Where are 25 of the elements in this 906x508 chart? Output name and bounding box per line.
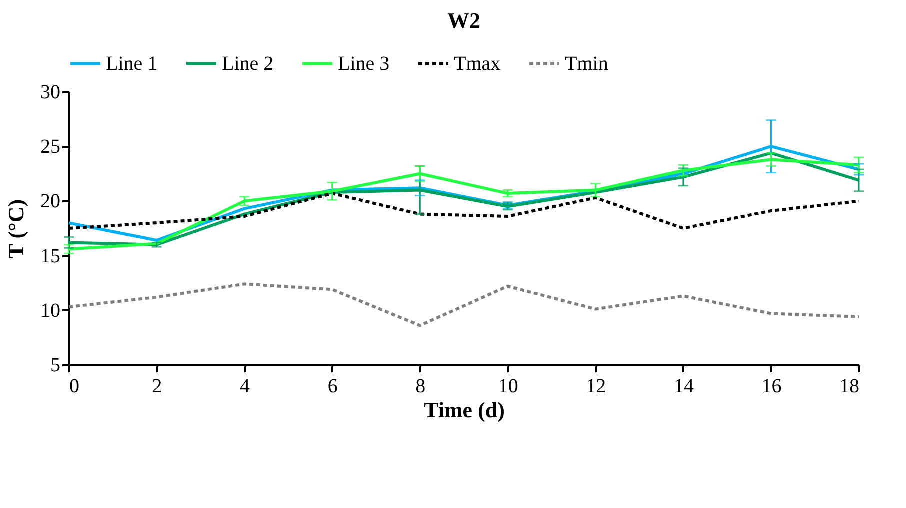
y-tick-label: 10 bbox=[40, 300, 60, 322]
x-tick-label: 6 bbox=[328, 376, 338, 398]
x-tick-label: 2 bbox=[152, 376, 162, 398]
x-tick-label: 18 bbox=[840, 376, 860, 398]
legend-label: Line 1 bbox=[106, 52, 158, 75]
x-tick-label: 16 bbox=[762, 376, 782, 398]
y-tick-label: 5 bbox=[50, 354, 60, 376]
x-tick-label: 8 bbox=[416, 376, 426, 398]
x-tick-label: 0 bbox=[70, 376, 80, 398]
legend-label: Line 3 bbox=[338, 52, 390, 75]
x-tick-label: 14 bbox=[674, 376, 694, 398]
y-axis-title: T (°C) bbox=[4, 199, 28, 259]
y-tick-label: 25 bbox=[40, 136, 60, 158]
x-tick-label: 12 bbox=[586, 376, 606, 398]
y-tick-label: 15 bbox=[40, 245, 60, 268]
y-tick-label: 30 bbox=[40, 82, 60, 104]
legend-label: Tmin bbox=[565, 52, 608, 75]
line-series bbox=[68, 282, 860, 328]
x-tick-label: 10 bbox=[498, 376, 518, 398]
y-tick-label: 20 bbox=[40, 190, 60, 213]
legend-label: Tmax bbox=[454, 52, 501, 75]
x-axis-title: Time (d) bbox=[424, 398, 505, 422]
legend-label: Line 2 bbox=[222, 52, 274, 75]
chart-title: W2 bbox=[448, 8, 480, 33]
x-tick-label: 4 bbox=[240, 376, 250, 398]
